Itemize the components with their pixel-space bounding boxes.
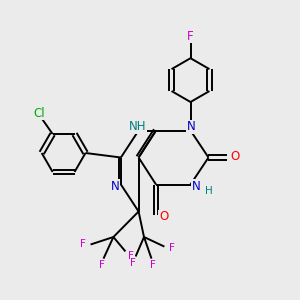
Text: F: F — [187, 30, 194, 43]
Text: N: N — [191, 179, 200, 193]
Text: N: N — [187, 120, 196, 134]
Text: F: F — [99, 260, 105, 270]
Text: F: F — [128, 251, 134, 261]
Text: F: F — [150, 260, 156, 270]
Text: H: H — [205, 186, 212, 196]
Text: F: F — [169, 243, 175, 253]
Text: O: O — [230, 149, 239, 163]
Text: F: F — [80, 239, 86, 249]
Text: NH: NH — [129, 120, 147, 134]
Text: F: F — [130, 257, 136, 268]
Text: O: O — [159, 210, 168, 224]
Text: Cl: Cl — [33, 106, 45, 119]
Text: N: N — [111, 179, 120, 193]
